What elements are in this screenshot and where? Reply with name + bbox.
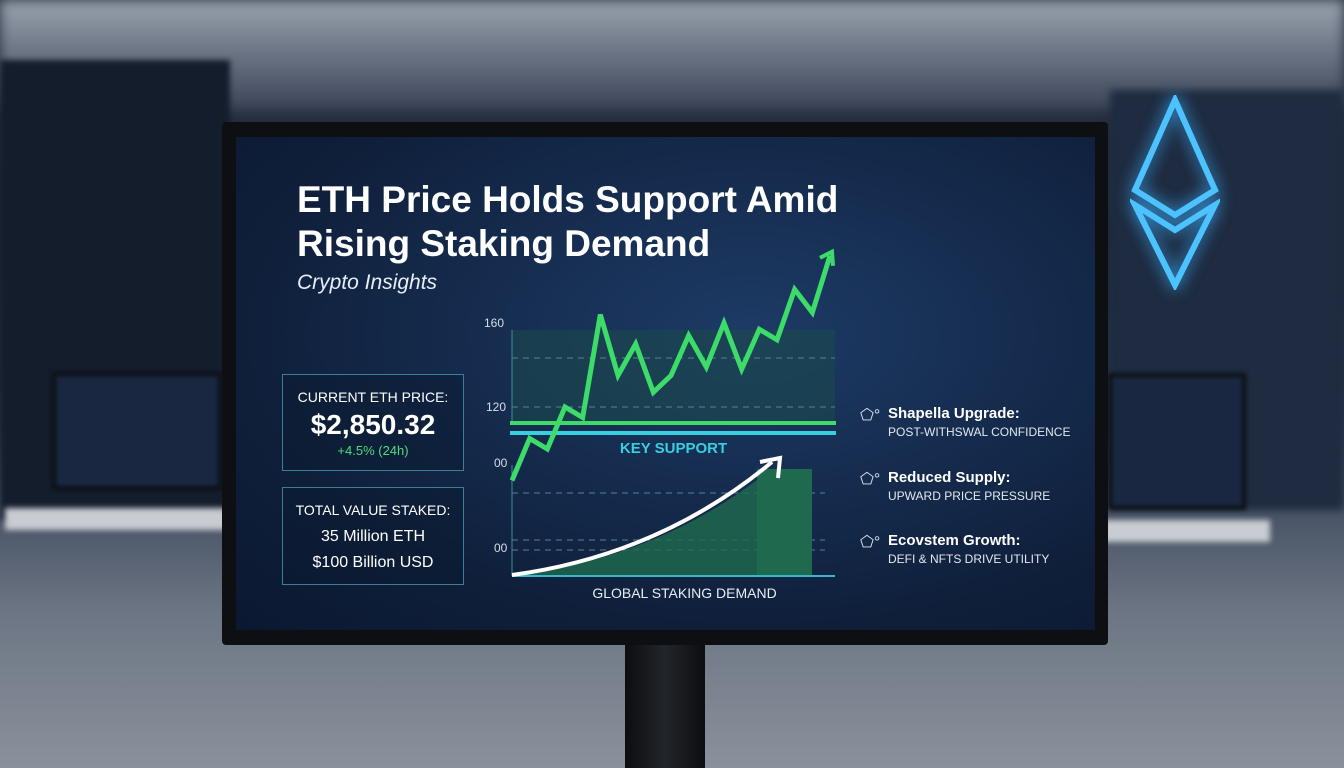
staked-label: TOTAL VALUE STAKED: [295, 502, 451, 518]
feature-item: ⬠° Reduced Supply: UPWARD PRICE PRESSURE [860, 469, 1050, 503]
price-arrowhead [819, 248, 835, 266]
feature-title: Shapella Upgrade: [888, 405, 1020, 422]
monitor-stand [625, 645, 705, 768]
subtitle: Crypto Insights [297, 271, 438, 294]
y-tick: 120 [486, 400, 507, 414]
demand-area [512, 480, 757, 576]
feature-item: ⬠° Ecovstem Growth: DEFI & NFTS DRIVE UT… [860, 532, 1049, 566]
price-value: $2,850.32 [310, 409, 436, 440]
feature-title: Ecovstem Growth: [888, 532, 1021, 549]
demand-label: GLOBAL STAKING DEMAND [592, 585, 777, 601]
headline: ETH Price Holds Support Amid Rising Stak… [297, 179, 839, 264]
ethereum-logo-icon [1130, 95, 1220, 290]
key-support-label: KEY SUPPORT [619, 440, 728, 457]
side-monitor-right [1108, 373, 1246, 510]
y-tick: 00 [494, 456, 508, 470]
pentagon-circle-icon: ⬠° [860, 471, 881, 488]
demand-bar [757, 469, 812, 576]
upper-area [512, 330, 835, 423]
feature-subtitle: DEFI & NFTS DRIVE UTILITY [888, 552, 1050, 566]
pentagon-circle-icon: ⬠° [860, 407, 881, 424]
desk-right [1100, 520, 1270, 542]
feature-subtitle: UPWARD PRICE PRESSURE [888, 489, 1051, 503]
y-tick: 00 [494, 541, 508, 555]
price-line [509, 255, 833, 482]
staked-box: TOTAL VALUE STAKED: 35 Million ETH $100 … [282, 487, 464, 585]
desk-left [5, 508, 230, 530]
demand-arrowhead [759, 455, 783, 479]
side-monitor-left [52, 372, 222, 490]
feature-subtitle: POST-WITHSWAL CONFIDENCE [888, 425, 1071, 439]
feature-item: ⬠° Shapella Upgrade: POST-WITHSWAL CONFI… [860, 405, 1070, 439]
staked-eth: 35 Million ETH [320, 528, 426, 545]
demand-curve [511, 460, 774, 577]
y-tick: 160 [484, 316, 505, 330]
staked-usd: $100 Billion USD [312, 554, 434, 571]
current-price-box: CURRENT ETH PRICE: $2,850.32 +4.5% (24h) [282, 374, 464, 471]
feature-title: Reduced Supply: [888, 469, 1011, 486]
pentagon-circle-icon: ⬠° [860, 534, 881, 551]
price-change: +4.5% (24h) [337, 443, 409, 458]
price-label: CURRENT ETH PRICE: [297, 389, 449, 405]
